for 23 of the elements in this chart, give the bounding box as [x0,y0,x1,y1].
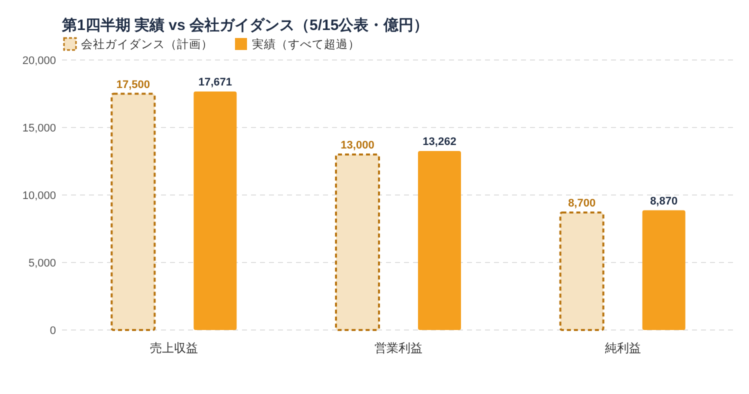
data-label: 17,500 [116,78,150,91]
y-tick-label: 10,000 [22,190,56,202]
y-tick-label: 0 [50,325,56,337]
data-label: 13,262 [422,136,456,148]
data-label: 8,870 [650,195,678,208]
y-tick-label: 20,000 [22,55,56,67]
x-tick-label: 営業利益 [374,341,422,355]
bar [559,212,604,331]
bar [418,150,461,330]
bar [642,210,686,330]
bar [335,154,380,331]
x-tick-label: 純利益 [604,341,641,355]
bar [194,91,237,330]
x-tick-label: 売上収益 [150,341,198,355]
legend-label: 実績（すべて超過） [252,37,360,51]
bar [110,92,156,331]
chart-title: 第1四半期 実績 vs 会社ガイダンス（5/15公表・億円） [61,16,429,34]
data-label: 17,671 [198,76,232,88]
y-tick-label: 5,000 [28,258,56,270]
data-label: 13,000 [340,140,374,152]
data-label: 8,700 [568,198,596,210]
y-tick-label: 15,000 [22,122,56,134]
legend-label: 会社ガイダンス（計画） [81,37,213,51]
